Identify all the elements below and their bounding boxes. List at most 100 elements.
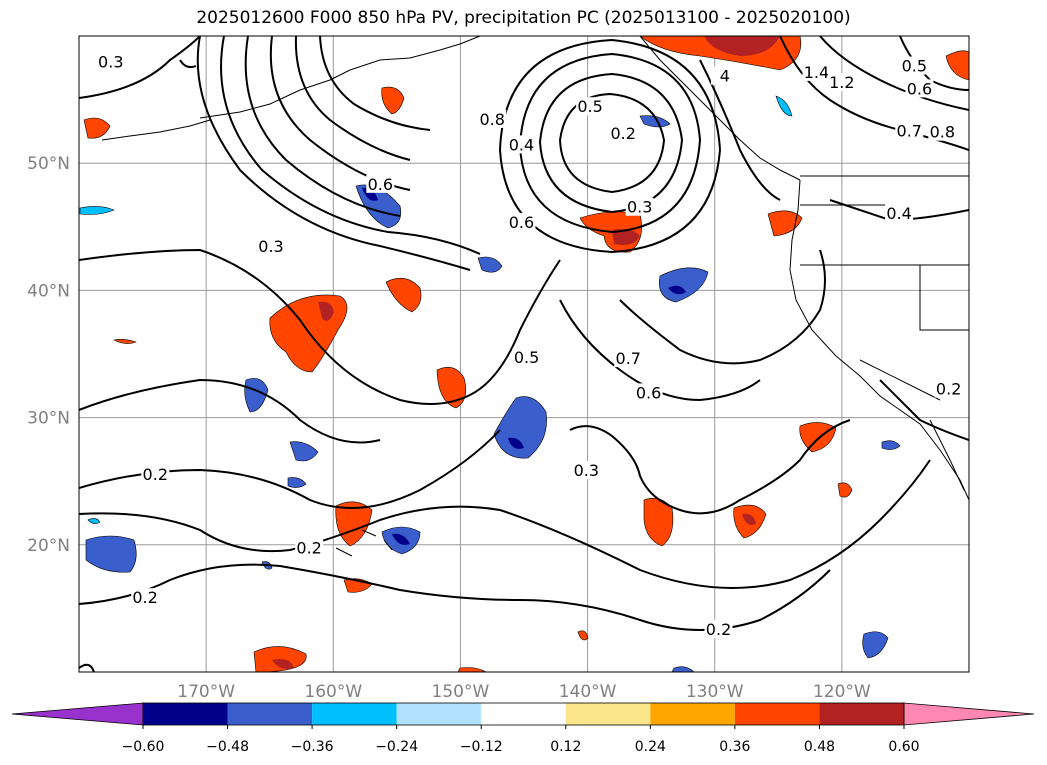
contour-label: 1.4 bbox=[804, 63, 829, 82]
bc-coast bbox=[639, 36, 801, 181]
contour-label: 0.6 bbox=[509, 213, 534, 232]
contour-label-bg bbox=[512, 347, 541, 366]
contour-label: 0.3 bbox=[98, 53, 123, 72]
precip-negative-blob bbox=[775, 95, 793, 117]
colorbar-segment bbox=[143, 703, 228, 725]
contour-label-bg bbox=[478, 109, 507, 128]
precip-positive-blob bbox=[767, 210, 803, 237]
contour-label: 0.6 bbox=[368, 175, 393, 194]
colorbar-tick-label: 0.24 bbox=[635, 739, 666, 755]
precip-negative-blob bbox=[668, 285, 686, 295]
contour-label: 0.2 bbox=[706, 620, 731, 639]
colorbar-extend-max bbox=[903, 702, 1035, 726]
gridlines bbox=[79, 36, 969, 672]
precip-negative-blob bbox=[508, 437, 524, 449]
colorbar-segment bbox=[565, 703, 651, 725]
longitude-labels: 170°W 160°W 150°W 140°W 130°W 120°W bbox=[177, 682, 871, 702]
contour-label: 0.2 bbox=[296, 539, 321, 558]
colorbar-segment bbox=[312, 703, 397, 725]
contour-label: 1.2 bbox=[829, 73, 854, 92]
contour-label-bg bbox=[576, 97, 605, 116]
contour-label-bg bbox=[572, 461, 601, 480]
colorbar-tick-label: −0.12 bbox=[460, 739, 503, 755]
contour-label: 0.7 bbox=[616, 349, 641, 368]
lon-tick-label: 130°W bbox=[686, 682, 744, 702]
precip-negative-blob bbox=[244, 378, 269, 413]
precip-negative-blob bbox=[87, 518, 101, 524]
precip-negative-blob bbox=[287, 477, 307, 488]
contour-label: 0.7 bbox=[897, 121, 922, 140]
contour-label: 0.6 bbox=[907, 79, 932, 98]
contour-label: 0.4 bbox=[886, 204, 911, 223]
contour-label: 0.2 bbox=[610, 124, 635, 143]
baja-coast bbox=[929, 419, 965, 491]
state-border bbox=[800, 204, 969, 401]
colorbar-tick-label: −0.24 bbox=[375, 739, 418, 755]
contour-label-bg bbox=[295, 538, 324, 557]
contour-label: 0.8 bbox=[479, 110, 504, 129]
contour-label-bg bbox=[366, 174, 395, 193]
contour-label: 0.3 bbox=[574, 461, 599, 480]
lat-tick-label: 40°N bbox=[27, 281, 70, 301]
lon-tick-label: 170°W bbox=[177, 682, 235, 702]
precip-negative-blob bbox=[881, 440, 901, 450]
colorbar-tick-label: −0.48 bbox=[206, 739, 249, 755]
west-coast-us bbox=[789, 179, 969, 501]
precip-negative-blob bbox=[493, 396, 547, 459]
precip-positive-blob bbox=[385, 277, 422, 313]
contour-label-bg bbox=[895, 121, 924, 140]
precip-negative-blob bbox=[79, 206, 115, 215]
precip-positive-blob bbox=[799, 422, 837, 453]
colorbar-segment bbox=[227, 703, 313, 725]
alaska-coast bbox=[199, 36, 481, 119]
colorbar-frame bbox=[142, 702, 905, 726]
contour-label: 0.2 bbox=[132, 588, 157, 607]
colorbar-tick-label: 0.36 bbox=[719, 739, 750, 755]
colorbar-tick-label: 0.48 bbox=[804, 739, 835, 755]
contour-label-bg bbox=[507, 212, 536, 231]
contour-label-bg bbox=[256, 237, 285, 256]
contour-label-bg bbox=[885, 204, 914, 223]
colorbar-tick-label: −0.36 bbox=[291, 739, 334, 755]
contour-label: 4 bbox=[720, 67, 730, 86]
colorbar: −0.60 −0.48 −0.36 −0.24 −0.12 0.12 0.24 0.36 0.4… bbox=[11, 702, 1035, 755]
aleutian-islands bbox=[101, 119, 211, 141]
precip-negative-blob bbox=[477, 256, 503, 273]
contour-labels: 0.3 0.5 0.8 0.4 0.2 0.6 0.3 0.6 0.3 0.5 0.7 0.6 0.3 0… bbox=[96, 52, 963, 639]
contour-label-bg bbox=[625, 197, 654, 216]
contour-label: 0.5 bbox=[514, 348, 539, 367]
precip-positive-blob bbox=[577, 630, 589, 641]
contour-label-bg bbox=[141, 464, 170, 483]
lat-tick-label: 30°N bbox=[27, 409, 70, 429]
precip-positive-blob bbox=[704, 36, 780, 56]
precip-positive-blob bbox=[83, 117, 111, 139]
colorbar-segment bbox=[481, 703, 566, 725]
contour-label-bg bbox=[609, 123, 638, 142]
precip-positive-blob bbox=[335, 501, 373, 547]
precip-negative-blob bbox=[85, 535, 137, 573]
contour-label: 0.6 bbox=[636, 383, 661, 402]
contour-label: 0.5 bbox=[577, 97, 602, 116]
precip-negative-blob bbox=[671, 666, 695, 672]
precip-negative-blob bbox=[639, 115, 671, 128]
precip-positive-blob bbox=[742, 513, 756, 525]
contour-label: 0.3 bbox=[627, 198, 652, 217]
map-panel: 0.3 0.5 0.8 0.4 0.2 0.6 0.3 0.6 0.3 0.5 0.7 0.6 0.3 0… bbox=[78, 35, 970, 673]
contour-label-bg bbox=[131, 588, 160, 607]
contour-label-bg bbox=[634, 383, 663, 402]
contour-label-bg bbox=[96, 52, 125, 71]
lon-tick-label: 140°W bbox=[559, 682, 617, 702]
precip-negative-blob bbox=[289, 441, 319, 462]
hawaii-islands bbox=[335, 529, 393, 557]
colorbar-segment bbox=[819, 703, 904, 725]
contour-label: 0.2 bbox=[143, 465, 168, 484]
colorbar-tick-label: 0.12 bbox=[550, 739, 581, 755]
contour-label: 0.8 bbox=[930, 123, 955, 142]
lat-tick-label: 50°N bbox=[27, 154, 70, 174]
colorbar-tick-label: −0.60 bbox=[122, 739, 165, 755]
contour-label-bg bbox=[905, 79, 934, 98]
contour-label: 0.4 bbox=[509, 135, 534, 154]
lon-tick-label: 160°W bbox=[304, 682, 362, 702]
contour-label-bg bbox=[934, 379, 963, 398]
contour-label-bg bbox=[710, 66, 739, 85]
